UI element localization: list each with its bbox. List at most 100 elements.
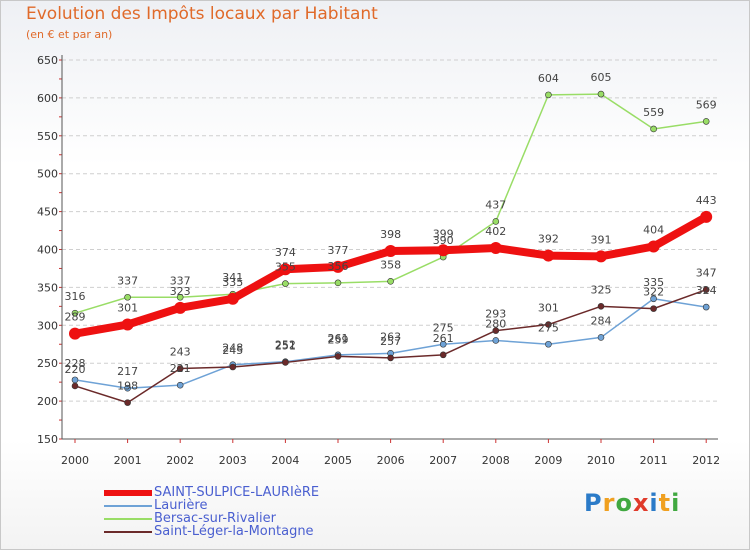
data-point [439, 340, 447, 348]
data-label: 275 [433, 321, 454, 334]
legend-label: Bersac-sur-Rivalier [154, 511, 276, 526]
y-tick-label: 200 [37, 395, 58, 408]
logo-letter: t [658, 489, 672, 517]
x-tick-label: 2011 [640, 454, 668, 467]
data-label: 245 [222, 344, 243, 357]
data-point [489, 241, 502, 254]
data-label: 301 [538, 302, 559, 315]
logo-letter: r [602, 489, 616, 517]
data-label: 322 [643, 286, 664, 299]
x-tick-label: 2009 [534, 454, 562, 467]
proxiti-logo: Proxiti [584, 489, 680, 517]
logo-letter: i [649, 489, 659, 517]
y-tick-label: 150 [37, 433, 58, 446]
legend-swatch-saint-leger [104, 531, 152, 533]
data-point [595, 250, 607, 263]
data-point [71, 376, 79, 384]
data-point [439, 351, 447, 359]
chart-title: Evolution des Impôts locaux par Habitant [26, 4, 378, 24]
data-label: 259 [328, 333, 349, 346]
data-label: 437 [485, 198, 506, 211]
y-tick-label: 600 [37, 92, 58, 105]
series-points [69, 90, 713, 406]
data-label: 301 [117, 302, 138, 315]
data-point [650, 305, 657, 312]
data-label: 284 [591, 314, 612, 327]
legend-label: Saint-Léger-la-Montagne [154, 524, 314, 539]
data-label: 243 [170, 346, 191, 359]
legend-label: SAINT-SULPICE-LAURIèRE [154, 485, 320, 500]
data-label: 443 [696, 194, 717, 207]
legend-label: Laurière [154, 498, 208, 513]
data-point [387, 354, 394, 362]
data-point [650, 295, 657, 303]
data-point [597, 303, 605, 310]
data-point [492, 327, 500, 334]
x-tick-label: 2007 [429, 454, 457, 467]
data-label: 605 [591, 71, 612, 84]
data-label: 374 [275, 246, 296, 259]
data-label: 391 [591, 233, 612, 246]
data-point [384, 245, 397, 258]
data-label: 280 [485, 317, 506, 330]
data-point [176, 365, 184, 372]
data-point [650, 125, 657, 133]
x-tick-label: 2012 [692, 454, 720, 467]
legend-swatch-lauriere [104, 505, 152, 507]
data-point [597, 90, 605, 98]
x-tick-label: 2000 [61, 454, 89, 467]
data-point [545, 91, 552, 99]
data-label: 402 [485, 225, 506, 238]
data-label: 251 [275, 339, 296, 352]
data-label: 248 [222, 342, 243, 355]
x-tick-label: 2008 [482, 454, 510, 467]
x-tick-label: 2001 [114, 454, 142, 467]
data-label: 325 [591, 283, 612, 296]
data-label: 335 [222, 276, 243, 289]
data-point [542, 249, 555, 262]
y-tick-label: 650 [37, 54, 58, 67]
data-point [282, 280, 289, 287]
data-label: 347 [696, 267, 717, 280]
y-tick-label: 500 [37, 168, 58, 181]
data-label: 335 [643, 276, 664, 289]
data-point [174, 301, 187, 314]
data-label: 323 [170, 285, 191, 298]
x-tick-label: 2002 [166, 454, 194, 467]
data-point [279, 263, 292, 276]
data-label: 390 [433, 234, 454, 247]
data-label: 252 [275, 339, 296, 352]
data-label: 220 [65, 363, 86, 376]
logo-letter: i [671, 489, 681, 517]
data-point [71, 382, 79, 390]
data-label: 356 [328, 260, 349, 273]
data-label: 355 [275, 261, 296, 274]
data-label: 398 [380, 228, 401, 241]
data-label: 341 [222, 271, 243, 284]
x-tick-label: 2004 [271, 454, 299, 467]
data-label: 559 [643, 106, 664, 119]
data-point [545, 340, 552, 348]
logo-letter: P [584, 489, 603, 517]
y-tick-label: 450 [37, 206, 58, 219]
data-point [124, 293, 131, 301]
data-label: 337 [170, 274, 191, 287]
logo-letter: x [632, 489, 650, 517]
data-point [437, 244, 450, 257]
data-point [492, 218, 500, 225]
y-tick-label: 350 [37, 281, 58, 294]
data-point [702, 118, 710, 125]
logo-letter: o [615, 489, 633, 517]
data-label: 263 [380, 330, 401, 343]
data-label: 228 [65, 357, 86, 370]
data-label: 569 [696, 98, 717, 111]
data-point [492, 337, 500, 344]
data-label: 257 [380, 335, 401, 348]
tick-labels: 150 200 250 300 350 400 450 500 550 600 650 2000 200… [37, 54, 720, 467]
axes [59, 55, 718, 443]
data-point [176, 293, 184, 301]
data-point [71, 309, 79, 317]
data-label: 293 [485, 308, 506, 321]
legend-swatch-bersac [104, 518, 152, 520]
